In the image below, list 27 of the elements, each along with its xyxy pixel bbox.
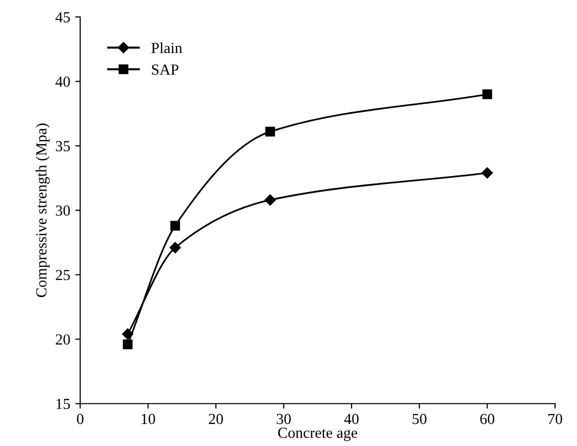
y-tick-label: 20 (56, 334, 70, 345)
legend-label: SAP (152, 64, 178, 75)
point (264, 194, 276, 206)
point (265, 126, 276, 137)
x-tick-label: 10 (142, 414, 156, 424)
point (482, 167, 493, 179)
point (482, 89, 492, 100)
x-tick-label: 70 (548, 414, 562, 424)
y-tick-label: 40 (56, 76, 70, 87)
x-tick-label: 20 (208, 414, 223, 424)
y-tick-label: 45 (56, 12, 70, 22)
x-tick-label: 60 (480, 414, 494, 424)
y-axis-title: Compressive strength (Mpa) (36, 124, 50, 298)
y-tick-label: 15 (56, 398, 70, 410)
point (170, 220, 180, 231)
legend-label: Plain (151, 42, 182, 54)
x-axis-title: Concrete age (278, 428, 358, 442)
y-tick-label: 25 (56, 270, 70, 280)
x-tick-label: 30 (276, 414, 291, 424)
point (122, 339, 133, 350)
x-tick-label: 0 (76, 414, 84, 424)
x-tick-label: 40 (344, 414, 359, 424)
point (170, 242, 181, 254)
y-tick-label: 35 (56, 141, 70, 152)
x-tick-label: 50 (412, 414, 426, 424)
point (122, 328, 134, 340)
y-tick-label: 30 (56, 205, 70, 216)
